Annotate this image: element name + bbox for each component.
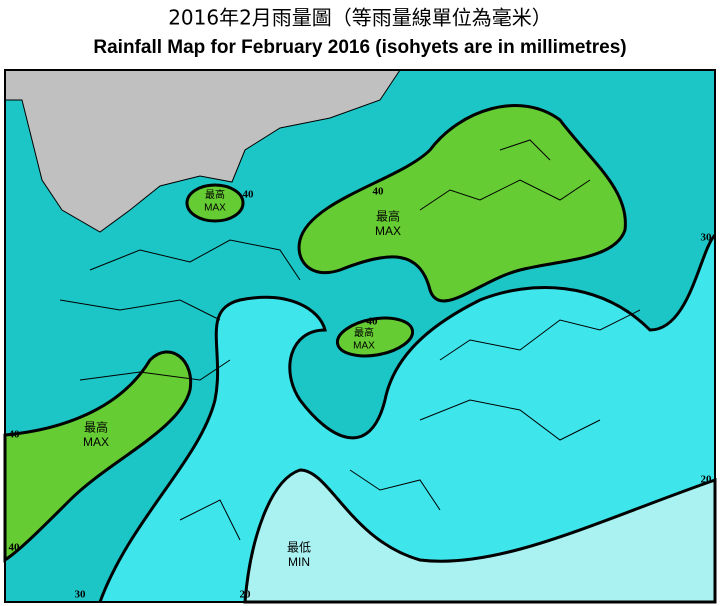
isohyet [98,233,717,603]
max-zone [185,183,245,223]
isohyet-label: 40 [9,542,21,554]
extreme-label-en: MAX [375,224,401,238]
isohyet-label: 30 [701,232,713,244]
zone-below-20 [243,468,717,604]
isohyet-label: 40 [243,189,255,201]
max-zone [3,350,193,563]
zone-20-30 [100,235,715,602]
extreme-label-en: MAX [83,435,109,449]
extreme-label-zh: 最高 [205,188,225,201]
max-zone [335,316,415,358]
extreme-label-zh: 最高 [354,326,374,339]
isohyet-label: 30 [75,589,87,601]
isohyet-label: 20 [701,474,713,486]
extreme-label-en: MIN [288,555,310,569]
isohyet-label: 40 [367,316,379,328]
isohyet-label: 40 [373,186,385,198]
extreme-label-zh: 最低 [287,541,311,555]
extreme-label-zh: 最高 [84,420,108,435]
title-zh: 2016年2月雨量圖（等雨量線單位為毫米） [168,6,552,30]
title-en: Rainfall Map for February 2016 (isohyets… [93,37,626,58]
map-border [4,69,716,603]
map [3,69,717,604]
isohyet-label: 20 [240,589,252,601]
land [4,69,401,233]
isohyet-label: 40 [9,429,21,441]
extreme-label-en: MAX [204,203,226,214]
extreme-label-en: MAX [353,341,375,352]
coastline [59,139,641,541]
extreme-label-zh: 最高 [376,209,400,224]
